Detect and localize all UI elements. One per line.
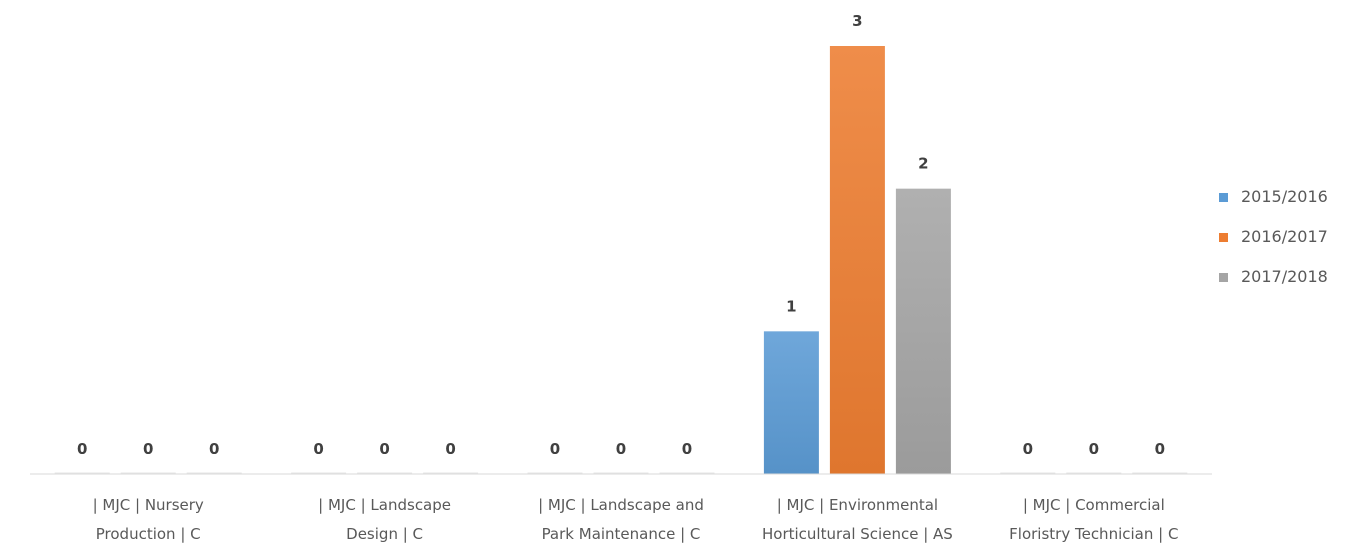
legend-label: 2017/2018 [1241,267,1328,286]
data-label: 2 [918,155,928,173]
category-label: | MJC | Landscape Design | C [318,496,451,543]
legend-swatch [1219,273,1228,282]
bar-2015-2016-cat-4 [763,331,819,474]
legend: 2015/2016 2016/2017 2017/2018 [1219,187,1328,286]
data-label: 0 [682,440,692,458]
bar-2017-2018-cat-2 [423,472,479,474]
data-label: 0 [313,440,323,458]
data-label: 0 [379,440,389,458]
data-label: 0 [616,440,626,458]
category-label: | MJC | Landscape and Park Maintenance | … [538,496,704,543]
bar-2017-2018-cat-4 [895,188,951,474]
data-label: 0 [77,440,87,458]
category-label: | MJC | Commercial Floristry Technician |… [1009,496,1178,543]
bar-2017-2018-cat-1 [186,472,242,474]
data-labels-layer: 0 0 0 0 0 0 0 0 0 1 3 2 0 0 0 [77,12,1165,458]
bar-2016-2017-cat-2 [357,472,413,474]
bar-2016-2017-cat-3 [593,472,649,474]
bar-2017-2018-cat-3 [659,472,715,474]
bar-2015-2016-cat-2 [291,472,347,474]
data-label: 0 [445,440,455,458]
category-labels-layer: | MJC | Nursery Production | C | MJC | Lan… [93,496,1179,543]
category-label: | MJC | Nursery Production | C [93,496,204,543]
data-label: 1 [786,297,796,315]
data-label: 0 [143,440,153,458]
bar-2016-2017-cat-4 [829,46,885,474]
bars-layer [54,46,1188,474]
data-label: 0 [550,440,560,458]
bar-2016-2017-cat-5 [1066,472,1122,474]
legend-swatch [1219,193,1228,202]
category-label: | MJC | Environmental Horticultural Scien… [762,496,953,543]
data-label: 0 [1155,440,1165,458]
data-label: 0 [1023,440,1033,458]
data-label: 0 [209,440,219,458]
bar-2016-2017-cat-1 [120,472,176,474]
bar-2015-2016-cat-3 [527,472,583,474]
bar-2015-2016-cat-5 [1000,472,1056,474]
legend-label: 2016/2017 [1241,227,1328,246]
bar-2017-2018-cat-5 [1132,472,1188,474]
legend-label: 2015/2016 [1241,187,1328,206]
legend-swatch [1219,233,1228,242]
data-label: 3 [852,12,862,30]
bar-2015-2016-cat-1 [54,472,110,474]
data-label: 0 [1089,440,1099,458]
